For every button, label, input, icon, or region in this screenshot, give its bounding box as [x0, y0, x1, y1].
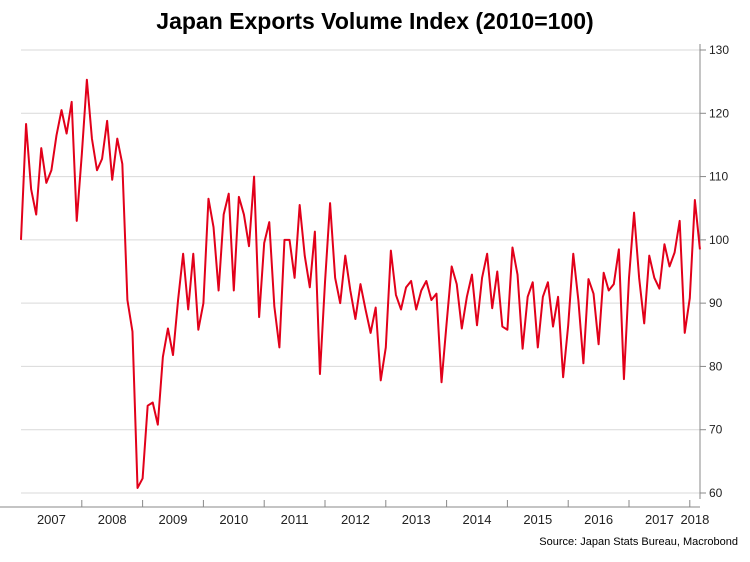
x-tick-label-2014: 2014 [463, 512, 492, 527]
series-line-0 [20, 78, 701, 489]
x-tick-label-2010: 2010 [219, 512, 248, 527]
y-tick-label-90: 90 [709, 296, 723, 310]
chart-title: Japan Exports Volume Index (2010=100) [156, 8, 594, 34]
chart-source: Source: Japan Stats Bureau, Macrobond [539, 536, 738, 548]
x-tick-label-2016: 2016 [584, 512, 613, 527]
x-tick-label-2017: 2017 [645, 512, 674, 527]
y-tick-label-100: 100 [709, 233, 729, 247]
x-tick-label-2011: 2011 [281, 512, 309, 527]
x-tick-label-2015: 2015 [523, 512, 552, 527]
y-tick-label-60: 60 [709, 486, 723, 500]
y-tick-label-130: 130 [709, 43, 729, 57]
axis-layer [0, 44, 706, 508]
x-tick-label-2009: 2009 [159, 512, 188, 527]
x-tick-label-2013: 2013 [402, 512, 431, 527]
grid-layer [21, 49, 700, 494]
y-tick-label-80: 80 [709, 359, 723, 373]
x-tick-label-2018: 2018 [680, 512, 709, 527]
x-tick-label-2008: 2008 [98, 512, 127, 527]
label-layer: 60 70 80 90 100 110 120 130 2007 2008 2009 2010 2011… [37, 43, 729, 527]
y-tick-label-110: 110 [709, 170, 728, 184]
y-tick-label-70: 70 [709, 423, 723, 437]
x-tick-label-2007: 2007 [37, 512, 66, 527]
y-tick-label-120: 120 [709, 106, 729, 120]
line-layer [20, 78, 701, 489]
x-tick-label-2012: 2012 [341, 512, 370, 527]
